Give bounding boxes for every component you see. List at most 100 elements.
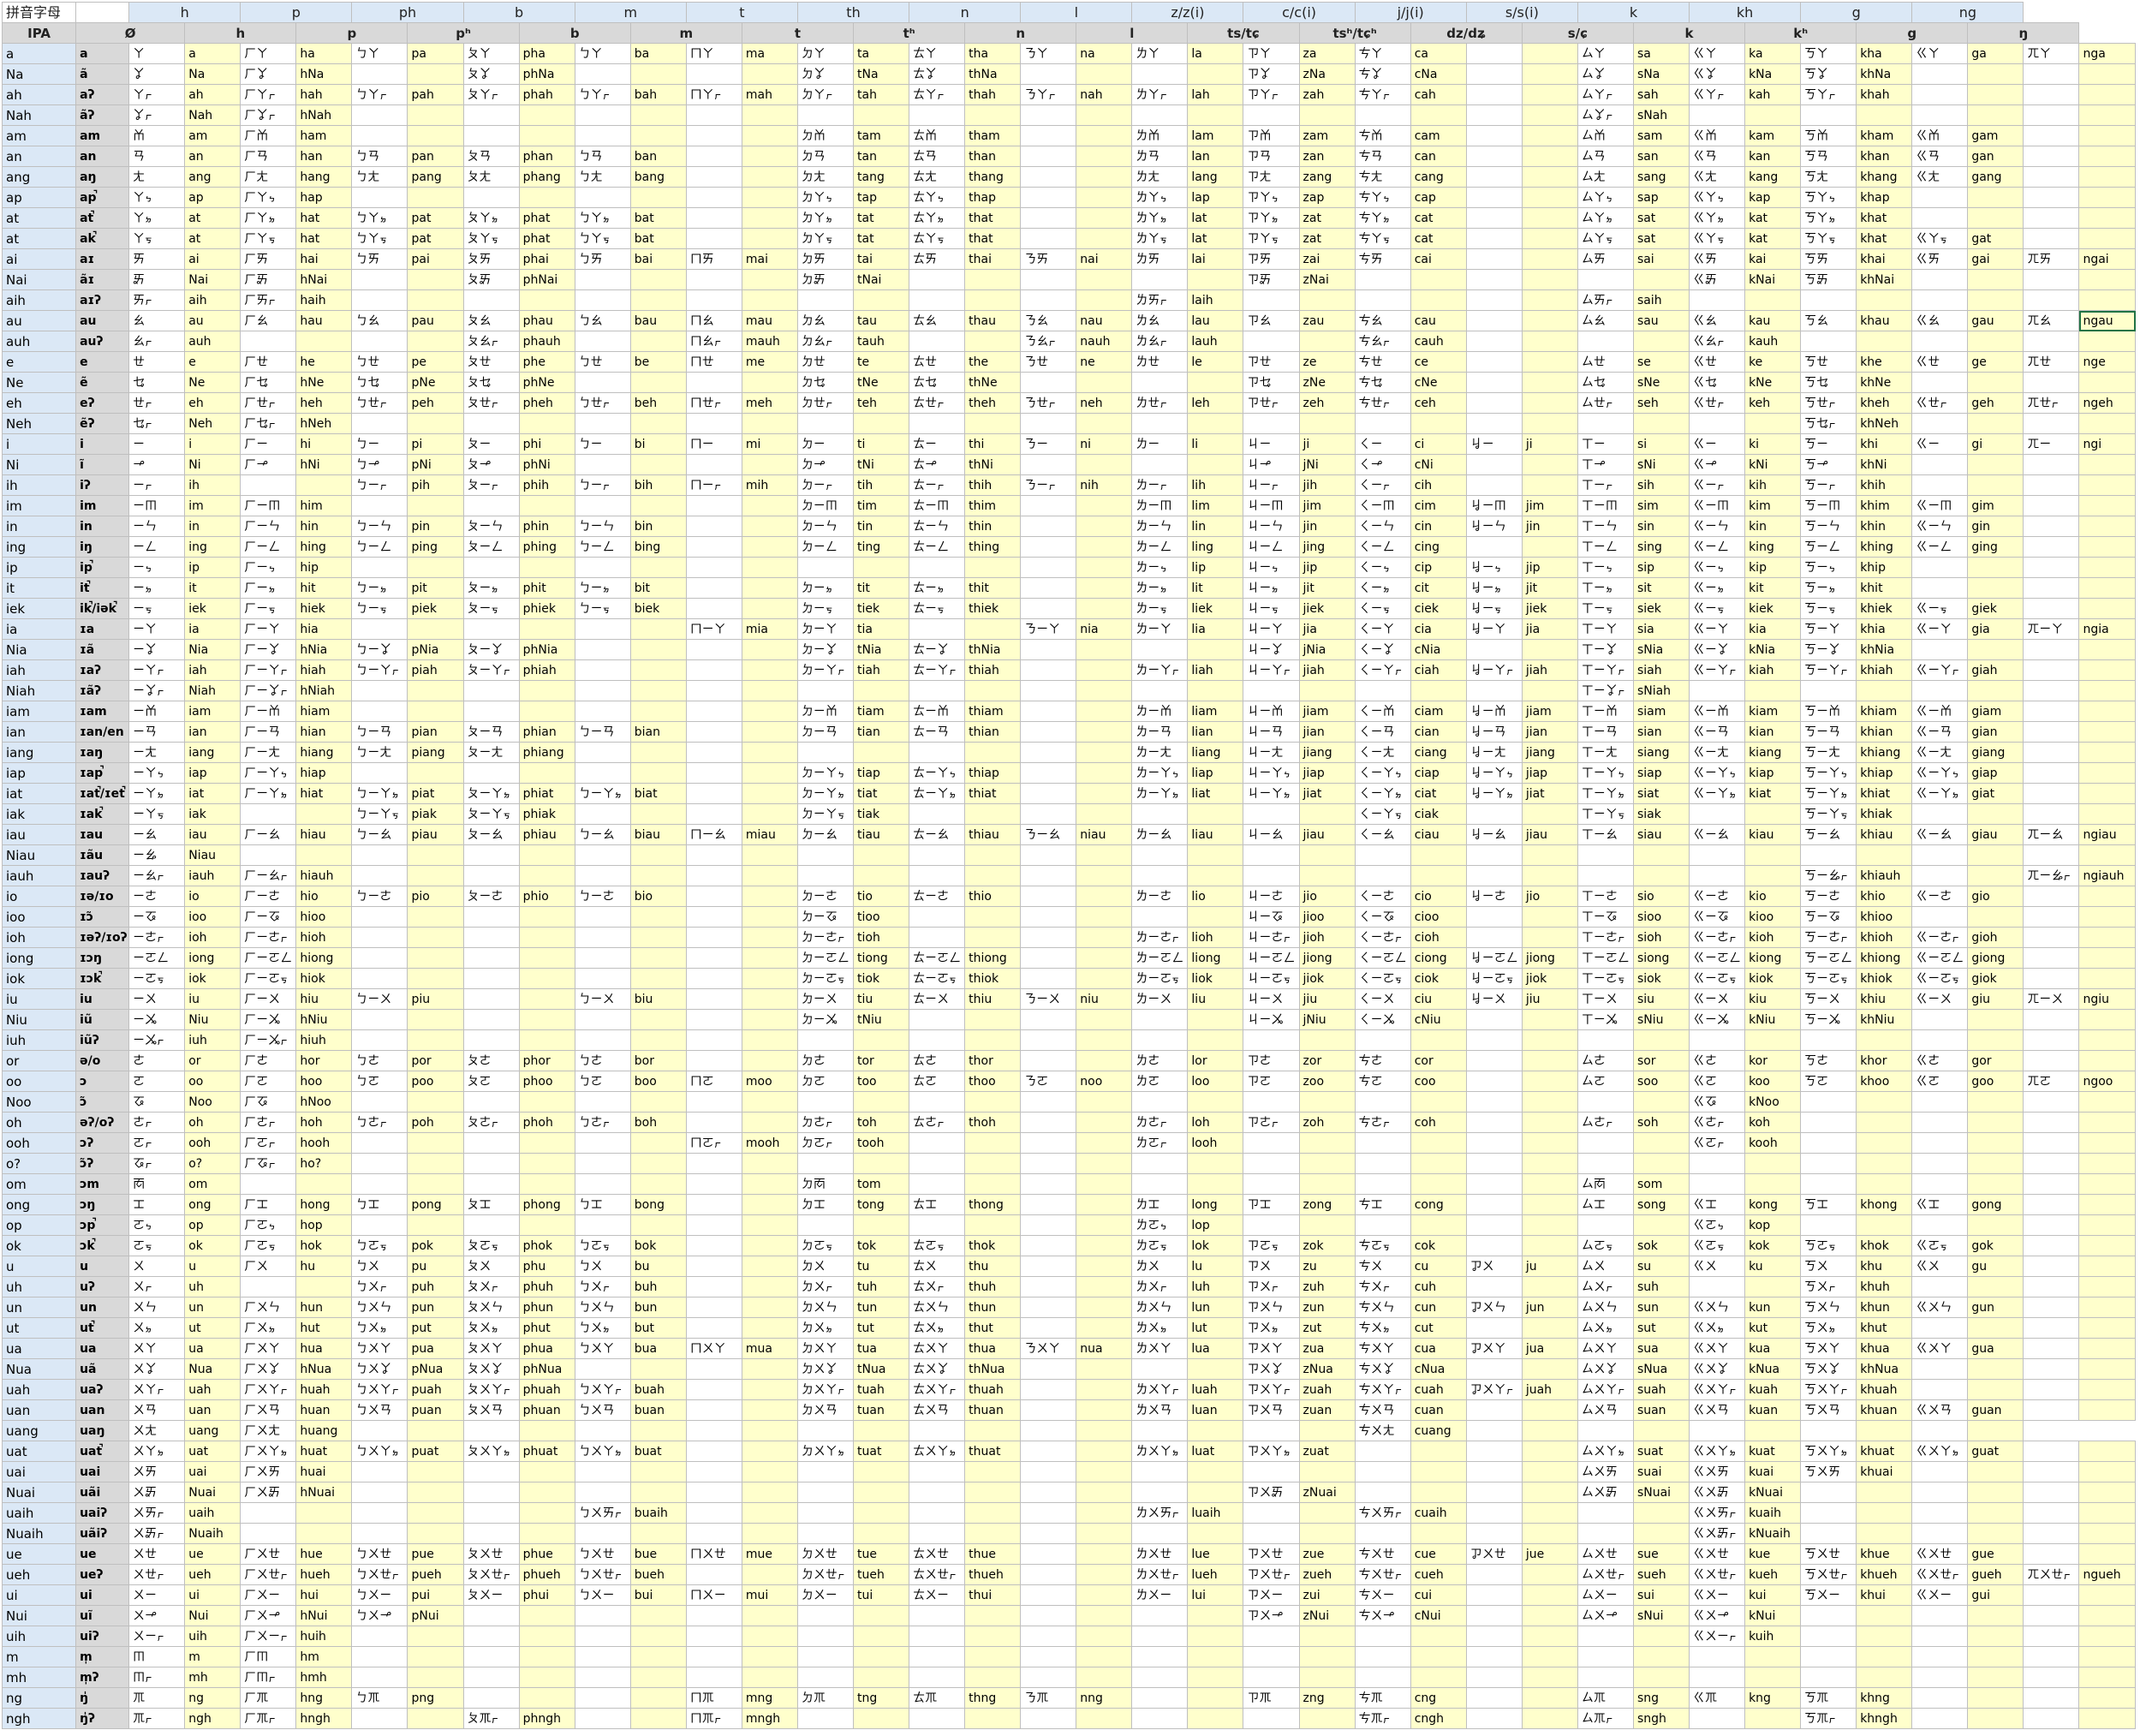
cell-pinyin[interactable]: khiak bbox=[1856, 803, 1913, 825]
cell-pinyin[interactable]: ai bbox=[184, 248, 241, 270]
cell-pinyin[interactable] bbox=[741, 1297, 798, 1318]
cell-final[interactable]: uh bbox=[2, 1276, 77, 1298]
cell-pinyin[interactable]: iam bbox=[184, 701, 241, 722]
cell-zhuyin[interactable]: ㄉㄧㆬ bbox=[796, 495, 855, 516]
cell-zhuyin[interactable]: ㄉㆩ bbox=[796, 63, 855, 85]
cell-zhuyin[interactable] bbox=[685, 1235, 742, 1256]
cell-pinyin[interactable] bbox=[2078, 125, 2136, 146]
cell-pinyin[interactable]: kNe bbox=[1744, 372, 1802, 393]
cell-pinyin[interactable] bbox=[1521, 207, 1578, 229]
cell-zhuyin[interactable]: ㄑㄧㆶ bbox=[1354, 598, 1411, 619]
cell-zhuyin[interactable] bbox=[1911, 906, 1969, 928]
cell-zhuyin[interactable]: ㄙㆰ bbox=[1577, 125, 1634, 146]
cell-zhuyin[interactable]: ㄎㄨㆷ bbox=[1800, 1276, 1857, 1298]
cell-zhuyin[interactable]: ㄐㄧㆰ bbox=[1243, 701, 1300, 722]
cell-pinyin[interactable] bbox=[852, 1646, 910, 1667]
cell-pinyin[interactable]: am bbox=[184, 125, 241, 146]
cell-zhuyin[interactable] bbox=[1577, 331, 1634, 352]
cell-zhuyin[interactable] bbox=[685, 1646, 742, 1667]
cell-zhuyin[interactable] bbox=[1689, 803, 1746, 825]
cell-pinyin[interactable] bbox=[295, 844, 353, 866]
cell-pinyin[interactable]: cia bbox=[1410, 618, 1467, 640]
cell-pinyin[interactable]: jim bbox=[1521, 495, 1578, 516]
cell-pinyin[interactable] bbox=[741, 701, 798, 722]
cell-zhuyin[interactable]: ㄍㄧㄚㆷ bbox=[1911, 659, 1969, 681]
cell-zhuyin[interactable]: ㄆㄝㆷ bbox=[462, 392, 520, 414]
cell-pinyin[interactable]: kNuai bbox=[1744, 1482, 1802, 1503]
cell-pinyin[interactable] bbox=[407, 1173, 464, 1195]
cell-pinyin[interactable] bbox=[1076, 1523, 1133, 1544]
cell-ipa[interactable]: uaʔ bbox=[75, 1379, 130, 1400]
cell-pinyin[interactable]: thuah bbox=[964, 1379, 1022, 1400]
cell-zhuyin[interactable]: ㄎㆲ bbox=[1800, 1194, 1857, 1215]
cell-pinyin[interactable]: tiam bbox=[852, 701, 910, 722]
cell-pinyin[interactable] bbox=[2078, 639, 2136, 660]
cell-zhuyin[interactable]: ㄍㄧㄠ bbox=[1689, 824, 1746, 845]
cell-zhuyin[interactable] bbox=[796, 680, 855, 701]
cell-zhuyin[interactable]: ㄍㄨㆪ bbox=[1689, 1605, 1746, 1626]
cell-pinyin[interactable] bbox=[2078, 844, 2136, 866]
cell-pinyin[interactable]: or bbox=[184, 1050, 241, 1071]
cell-zhuyin[interactable]: ㄋㄧㆷ bbox=[1020, 474, 1077, 496]
cell-zhuyin[interactable]: ㄚㆶ bbox=[128, 228, 186, 249]
cell-pinyin[interactable] bbox=[518, 1482, 575, 1503]
cell-pinyin[interactable]: bit bbox=[629, 577, 687, 599]
cell-pinyin[interactable]: tut bbox=[852, 1317, 910, 1339]
cell-zhuyin[interactable] bbox=[909, 803, 966, 825]
cell-pinyin[interactable]: jiok bbox=[1298, 968, 1356, 989]
cell-zhuyin[interactable]: ㄉㄝㆷ bbox=[796, 392, 855, 414]
cell-pinyin[interactable]: cip bbox=[1410, 557, 1467, 578]
cell-zhuyin[interactable]: ㄅㄧㄨ bbox=[574, 988, 631, 1010]
cell-zhuyin[interactable]: ㄉㄨㆷ bbox=[796, 1276, 855, 1298]
cell-pinyin[interactable] bbox=[1298, 803, 1356, 825]
cell-zhuyin[interactable] bbox=[2023, 783, 2080, 804]
cell-pinyin[interactable]: pueh bbox=[407, 1564, 464, 1585]
cell-pinyin[interactable]: jiok bbox=[1521, 968, 1578, 989]
cell-zhuyin[interactable] bbox=[574, 865, 631, 886]
cell-pinyin[interactable] bbox=[1076, 557, 1133, 578]
cell-zhuyin[interactable]: ㄏㄧㄨ bbox=[240, 988, 297, 1010]
cell-zhuyin[interactable] bbox=[462, 1502, 520, 1524]
cell-pinyin[interactable] bbox=[1187, 454, 1244, 475]
cell-final[interactable]: Ni bbox=[2, 454, 77, 475]
cell-zhuyin[interactable]: ㄏㄨㄢ bbox=[240, 1399, 297, 1421]
cell-zhuyin[interactable]: ㄙㆭ bbox=[1577, 1687, 1634, 1709]
cell-zhuyin[interactable] bbox=[2023, 1214, 2080, 1236]
cell-pinyin[interactable]: king bbox=[1744, 536, 1802, 558]
cell-zhuyin[interactable]: ㄌㄝㆷ bbox=[1131, 392, 1189, 414]
cell-pinyin[interactable]: sian bbox=[1632, 721, 1690, 743]
cell-ipa[interactable]: iʔ bbox=[75, 474, 130, 496]
cell-pinyin[interactable]: jiam bbox=[1521, 701, 1578, 722]
cell-zhuyin[interactable]: ㄠ bbox=[128, 310, 186, 331]
cell-zhuyin[interactable] bbox=[1131, 680, 1189, 701]
cell-pinyin[interactable]: Ni bbox=[184, 454, 241, 475]
cell-zhuyin[interactable]: ㄊㄚㆶ bbox=[909, 228, 966, 249]
cell-final[interactable]: uang bbox=[2, 1420, 77, 1441]
cell-zhuyin[interactable]: ㄅㄧㆶ bbox=[351, 598, 408, 619]
cell-pinyin[interactable]: tiah bbox=[852, 659, 910, 681]
cell-pinyin[interactable] bbox=[295, 803, 353, 825]
cell-zhuyin[interactable] bbox=[909, 844, 966, 866]
cell-pinyin[interactable]: buaih bbox=[629, 1502, 687, 1524]
cell-zhuyin[interactable]: ㄎㄨㄚㆷ bbox=[1800, 1379, 1857, 1400]
cell-zhuyin[interactable]: ㄍㆲ bbox=[1689, 1194, 1746, 1215]
cell-zhuyin[interactable]: ㄊㄧㄨ bbox=[909, 988, 966, 1010]
cell-zhuyin[interactable]: ㄙㄞ bbox=[1577, 248, 1634, 270]
cell-zhuyin[interactable] bbox=[1911, 803, 1969, 825]
cell-zhuyin[interactable]: ㄉㄨㄝㆷ bbox=[796, 1564, 855, 1585]
cell-pinyin[interactable]: ngeh bbox=[2078, 392, 2136, 414]
cell-pinyin[interactable] bbox=[1967, 1173, 2024, 1195]
cell-zhuyin[interactable] bbox=[2023, 1441, 2080, 1462]
cell-pinyin[interactable]: gue bbox=[1967, 1543, 2024, 1565]
cell-zhuyin[interactable]: ㄎㆩ bbox=[1800, 63, 1857, 85]
cell-zhuyin[interactable] bbox=[351, 844, 408, 866]
cell-zhuyin[interactable]: ㄊㄧㆶ bbox=[909, 598, 966, 619]
cell-pinyin[interactable]: hiu bbox=[295, 988, 353, 1010]
cell-final[interactable]: uaih bbox=[2, 1502, 77, 1524]
cell-zhuyin[interactable] bbox=[351, 1646, 408, 1667]
cell-zhuyin[interactable]: ㄙㄨㄢ bbox=[1577, 1399, 1634, 1421]
cell-pinyin[interactable]: hip bbox=[295, 557, 353, 578]
cell-zhuyin[interactable]: ㄐㄧ bbox=[1243, 433, 1300, 455]
cell-zhuyin[interactable]: ㄌㄧㄢ bbox=[1131, 721, 1189, 743]
cell-pinyin[interactable] bbox=[629, 1482, 687, 1503]
